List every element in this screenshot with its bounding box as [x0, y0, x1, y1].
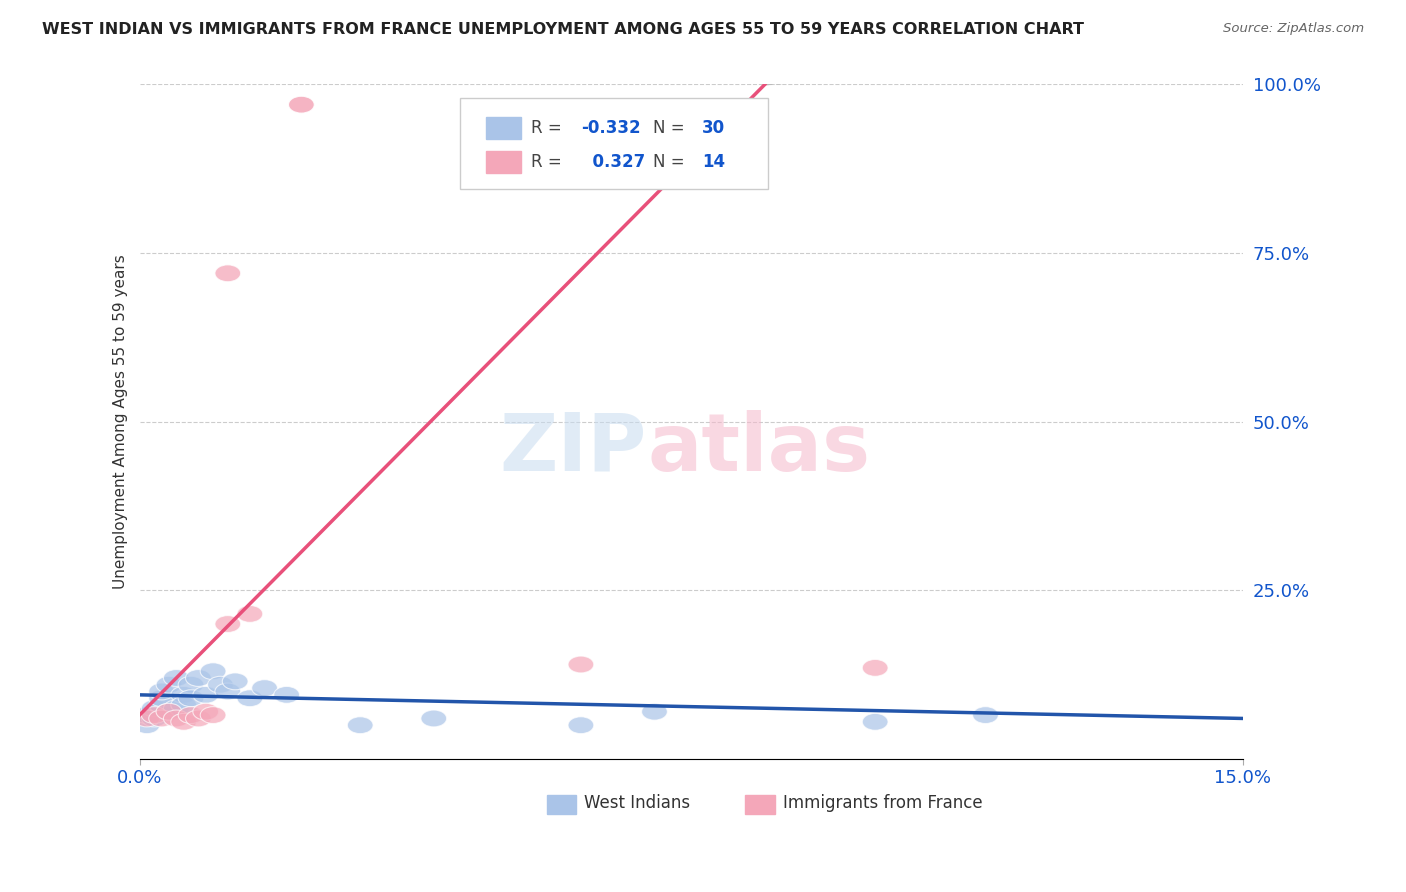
Text: WEST INDIAN VS IMMIGRANTS FROM FRANCE UNEMPLOYMENT AMONG AGES 55 TO 59 YEARS COR: WEST INDIAN VS IMMIGRANTS FROM FRANCE UN…	[42, 22, 1084, 37]
Ellipse shape	[149, 710, 174, 727]
FancyBboxPatch shape	[460, 98, 769, 189]
Ellipse shape	[163, 710, 190, 727]
Text: Immigrants from France: Immigrants from France	[783, 794, 983, 812]
Ellipse shape	[149, 683, 174, 700]
Ellipse shape	[179, 676, 204, 693]
Ellipse shape	[641, 703, 668, 720]
Text: -0.332: -0.332	[581, 120, 641, 137]
Ellipse shape	[134, 706, 160, 723]
Y-axis label: Unemployment Among Ages 55 to 59 years: Unemployment Among Ages 55 to 59 years	[114, 254, 128, 589]
FancyBboxPatch shape	[486, 118, 522, 139]
Ellipse shape	[238, 690, 263, 706]
Text: R =: R =	[531, 153, 567, 171]
Ellipse shape	[862, 659, 889, 676]
FancyBboxPatch shape	[745, 796, 775, 814]
Ellipse shape	[170, 687, 197, 703]
Ellipse shape	[186, 670, 211, 687]
Ellipse shape	[288, 96, 315, 113]
Ellipse shape	[193, 703, 218, 720]
Ellipse shape	[193, 687, 218, 703]
Ellipse shape	[274, 687, 299, 703]
Ellipse shape	[134, 717, 160, 733]
Ellipse shape	[170, 714, 197, 731]
Text: 14: 14	[702, 153, 725, 171]
Ellipse shape	[149, 697, 174, 714]
FancyBboxPatch shape	[486, 152, 522, 173]
Ellipse shape	[420, 710, 447, 727]
Ellipse shape	[142, 710, 167, 727]
Ellipse shape	[142, 700, 167, 717]
Text: Source: ZipAtlas.com: Source: ZipAtlas.com	[1223, 22, 1364, 36]
Ellipse shape	[149, 690, 174, 706]
Text: N =: N =	[652, 153, 689, 171]
Text: R =: R =	[531, 120, 567, 137]
Ellipse shape	[156, 703, 181, 720]
Text: atlas: atlas	[647, 409, 870, 488]
Ellipse shape	[252, 680, 277, 697]
Ellipse shape	[156, 703, 181, 720]
Text: N =: N =	[652, 120, 689, 137]
Ellipse shape	[215, 683, 240, 700]
Ellipse shape	[568, 657, 593, 673]
Ellipse shape	[170, 697, 197, 714]
Ellipse shape	[208, 676, 233, 693]
Ellipse shape	[163, 670, 190, 687]
Ellipse shape	[156, 676, 181, 693]
Text: 0.327: 0.327	[581, 153, 645, 171]
Ellipse shape	[215, 265, 240, 282]
Text: ZIP: ZIP	[501, 409, 647, 488]
Ellipse shape	[142, 706, 167, 723]
Text: 30: 30	[702, 120, 725, 137]
FancyBboxPatch shape	[547, 796, 576, 814]
Ellipse shape	[238, 606, 263, 623]
Ellipse shape	[222, 673, 247, 690]
Ellipse shape	[179, 690, 204, 706]
Ellipse shape	[862, 714, 889, 731]
Ellipse shape	[347, 717, 373, 733]
Ellipse shape	[973, 706, 998, 723]
Ellipse shape	[163, 700, 190, 717]
Ellipse shape	[215, 615, 240, 632]
Ellipse shape	[568, 717, 593, 733]
Ellipse shape	[200, 663, 226, 680]
Ellipse shape	[134, 710, 160, 727]
Text: West Indians: West Indians	[585, 794, 690, 812]
Ellipse shape	[186, 710, 211, 727]
Ellipse shape	[179, 706, 204, 723]
Ellipse shape	[200, 706, 226, 723]
